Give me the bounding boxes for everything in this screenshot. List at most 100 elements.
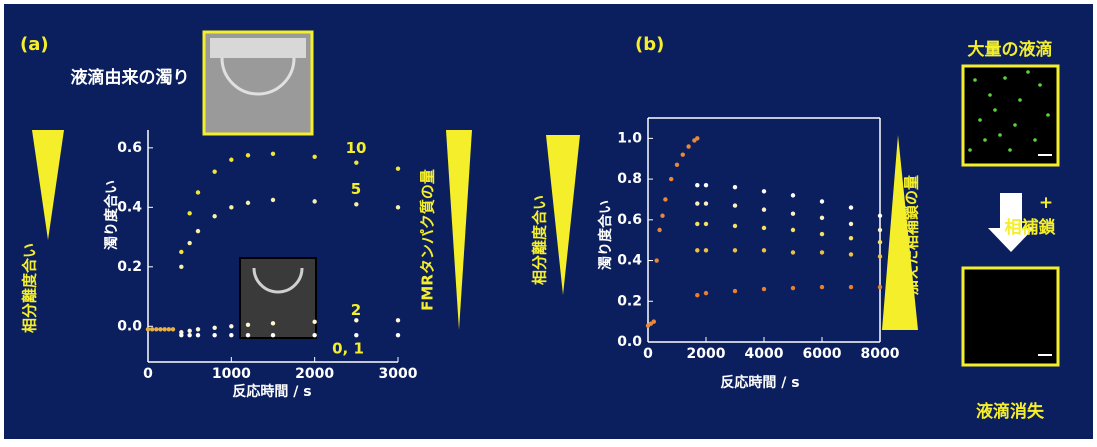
y-tick-label: 0.4: [617, 253, 642, 269]
data-point: [669, 177, 673, 181]
data-point: [791, 193, 795, 197]
data-point: [229, 158, 233, 162]
data-point: [187, 211, 191, 215]
data-point: [878, 285, 882, 289]
y-tick-label: 0.4: [117, 199, 142, 215]
series-label: 0, 1: [332, 340, 364, 358]
data-point: [396, 166, 400, 170]
data-point: [660, 214, 664, 218]
x-tick-label: 0: [143, 366, 153, 382]
annotation: 相補鎖: [1005, 217, 1057, 238]
y-tick-label: 0.0: [117, 318, 142, 334]
data-point: [354, 202, 358, 206]
data-point: [849, 252, 853, 256]
data-point: [681, 152, 685, 156]
data-point: [312, 333, 316, 337]
data-point: [396, 205, 400, 209]
data-point: [791, 212, 795, 216]
data-point: [695, 201, 699, 205]
data-point: [229, 333, 233, 337]
annotation: 加えた相補鎖の量: [903, 175, 921, 296]
data-point: [229, 205, 233, 209]
data-point: [762, 248, 766, 252]
data-point: [212, 214, 216, 218]
data-point: [655, 258, 659, 262]
annotation: FMRタンパク質の量: [419, 169, 437, 311]
data-point: [820, 199, 824, 203]
data-point: [733, 289, 737, 293]
photo-detail: [210, 38, 306, 58]
data-point: [820, 285, 824, 289]
x-axis-label: 反応時間 / s: [232, 383, 311, 400]
data-point: [849, 205, 853, 209]
y-tick-label: 0.6: [617, 212, 642, 228]
panel-label: (a): [20, 34, 49, 55]
figure: 0.00.20.40.60100020003000反応時間 / s濁り度合い(a…: [0, 0, 1097, 443]
data-point: [271, 198, 275, 202]
data-point: [791, 228, 795, 232]
data-point: [675, 163, 679, 167]
y-tick-label: 0.6: [117, 140, 142, 156]
data-point: [246, 201, 250, 205]
data-point: [878, 214, 882, 218]
data-point: [762, 189, 766, 193]
data-point: [150, 327, 154, 331]
annotation: 相分離度合い: [21, 243, 39, 333]
data-point: [704, 183, 708, 187]
micrograph: [963, 268, 1058, 365]
data-point: [212, 326, 216, 330]
data-point: [849, 236, 853, 240]
data-point: [162, 327, 166, 331]
data-point: [229, 324, 233, 328]
series-label: 5: [351, 180, 361, 198]
data-point: [312, 155, 316, 159]
data-point: [154, 327, 158, 331]
x-tick-label: 3000: [379, 366, 418, 382]
data-point: [704, 291, 708, 295]
data-point: [704, 201, 708, 205]
data-point: [212, 169, 216, 173]
y-tick-label: 0.2: [617, 293, 642, 309]
page: {"chart_data": [ {"type": "scatter", "pa…: [0, 0, 1097, 443]
data-point: [652, 319, 656, 323]
data-point: [820, 232, 824, 236]
data-point: [212, 333, 216, 337]
data-point: [187, 333, 191, 337]
data-point: [179, 265, 183, 269]
data-point: [878, 240, 882, 244]
panel-label: (b): [635, 34, 664, 55]
data-point: [849, 285, 853, 289]
data-point: [762, 287, 766, 291]
data-point: [146, 327, 150, 331]
data-point: [196, 333, 200, 337]
data-point: [354, 161, 358, 165]
x-axis-label: 反応時間 / s: [720, 374, 799, 391]
data-point: [849, 222, 853, 226]
data-point: [704, 248, 708, 252]
y-tick-label: 1.0: [617, 130, 642, 146]
data-point: [246, 323, 250, 327]
data-point: [179, 333, 183, 337]
data-point: [196, 229, 200, 233]
data-point: [167, 327, 171, 331]
data-point: [695, 248, 699, 252]
data-point: [820, 250, 824, 254]
data-point: [820, 216, 824, 220]
data-point: [695, 293, 699, 297]
annotation: 大量の液滴: [968, 39, 1053, 60]
data-point: [704, 222, 708, 226]
annotation: 液滴由来の濁り: [71, 67, 190, 88]
data-point: [246, 153, 250, 157]
data-point: [312, 199, 316, 203]
x-tick-label: 6000: [803, 346, 842, 362]
x-tick-label: 1000: [212, 366, 251, 382]
data-point: [179, 250, 183, 254]
photo: [240, 258, 316, 338]
data-point: [878, 254, 882, 258]
data-point: [171, 327, 175, 331]
x-tick-label: 2000: [295, 366, 334, 382]
y-tick-label: 0.0: [617, 334, 642, 350]
data-point: [657, 228, 661, 232]
data-point: [733, 185, 737, 189]
data-point: [695, 136, 699, 140]
